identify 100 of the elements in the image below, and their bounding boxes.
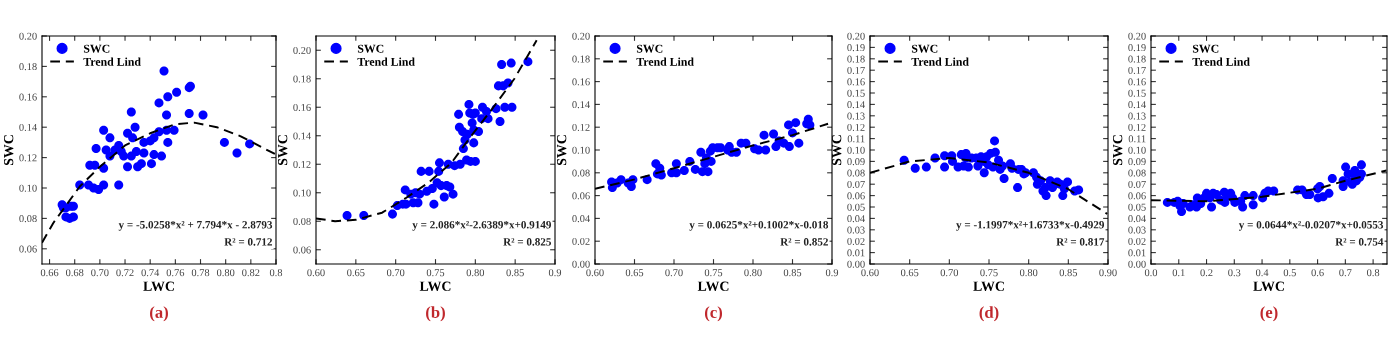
x-tick-label: 0.9 [825, 269, 839, 277]
annotation: y = -5.0258*x² + 7.794*x - 2.8793 [118, 220, 273, 231]
y-tick-label: 0.20 [847, 32, 865, 40]
x-tick-label: 0.8 [1367, 269, 1380, 277]
x-tick-label: 0.78 [191, 269, 210, 277]
y-axis-title: SWC [1112, 135, 1123, 166]
annotation: R² = 0.852 [780, 238, 828, 246]
x-tick-label: 0.70 [386, 269, 405, 277]
y-tick-label: 0.18 [1128, 55, 1146, 63]
legend-label: SWC [357, 44, 384, 53]
x-tick-label: 0.3 [1228, 269, 1241, 277]
y-axis-title: SWC [3, 135, 14, 166]
y-tick-label: 0.06 [847, 192, 865, 200]
text: (d) [979, 306, 999, 322]
x-tick-label: 0.70 [91, 269, 109, 277]
y-tick-label: 0.10 [19, 184, 37, 192]
y-tick-label: 0.06 [19, 245, 37, 253]
y-tick-label: 0.02 [572, 237, 590, 245]
annotation: R² = 0.754 [1335, 238, 1384, 246]
y-tick-label: 0.06 [572, 192, 590, 200]
y-tick-label: 0.03 [847, 226, 865, 234]
y-tick-label: 0.20 [1128, 32, 1146, 40]
x-tick-label: 0.7 [1339, 269, 1352, 277]
y-axis-title: SWC [277, 135, 288, 166]
y-tick-label: 0.06 [293, 246, 311, 254]
y-tick-label: 0.10 [1128, 146, 1146, 154]
x-tick-label: 0.65 [900, 269, 919, 277]
y-tick-label: 0.20 [19, 32, 37, 40]
x-tick-label: 0.80 [744, 269, 762, 277]
x-tick-label: 0.8 [269, 269, 283, 277]
y-tick-label: 0.12 [847, 123, 865, 131]
text: (a) [150, 306, 168, 322]
y-tick-label: 0.11 [847, 135, 865, 143]
legend-label: SWC [1192, 44, 1219, 53]
y-tick-label: 0.10 [572, 146, 590, 154]
y-tick-label: 0.14 [847, 101, 865, 109]
y-tick-label: 0.08 [19, 215, 37, 223]
y-tick-label: 0.19 [847, 44, 865, 52]
x-tick-label: 0.85 [783, 269, 802, 277]
x-tick-label: 0.70 [665, 269, 683, 277]
y-tick-label: 0.09 [1128, 158, 1146, 166]
legend-label: Trend Lind [83, 57, 141, 66]
x-tick-label: 0.90 [1099, 269, 1117, 277]
y-tick-label: 0.19 [1128, 44, 1146, 52]
x-tick-label: 0.65 [625, 269, 644, 277]
x-tick-label: 0.74 [141, 269, 160, 277]
y-tick-label: 0.01 [1128, 249, 1146, 257]
text: (c) [704, 306, 723, 322]
y-tick-label: 0.03 [1128, 226, 1146, 234]
x-tick-label: 0.70 [940, 269, 959, 277]
text: (e) [1260, 306, 1278, 322]
y-tick-label: 0.04 [847, 215, 865, 223]
y-tick-label: 0.08 [293, 217, 311, 226]
x-tick-label: 0.65 [347, 269, 365, 277]
y-tick-label: 0.18 [847, 55, 865, 63]
y-tick-label: 0.18 [572, 55, 590, 63]
x-tick-label: 0.82 [242, 269, 260, 277]
y-tick-label: 0.07 [1128, 180, 1146, 188]
x-tick-label: 0.60 [307, 269, 325, 277]
x-axis-title: LWC [419, 281, 451, 291]
y-tick-label: 0.04 [1128, 215, 1146, 223]
x-tick-label: 0.5 [1283, 269, 1296, 277]
y-tick-label: 0.16 [19, 93, 37, 101]
annotation: y = 0.0644*x²-0.0207*x+0.0553 [1238, 220, 1384, 231]
x-tick-label: 0.85 [1059, 269, 1078, 277]
annotation: R² = 0.825 [503, 238, 552, 246]
y-tick-label: 0.10 [293, 189, 311, 197]
y-tick-label: 0.13 [1128, 112, 1146, 120]
y-tick-label: 0.13 [847, 112, 865, 120]
x-tick-label: 0.75 [704, 269, 723, 277]
annotation: R² = 0.817 [1056, 238, 1105, 246]
annotation: y = -1.1997*x²+1.6733*x-0.4929 [956, 220, 1105, 231]
x-tick-label: 0.2 [1200, 269, 1213, 277]
y-tick-label: 0.14 [19, 123, 37, 131]
x-axis-title: LWC [697, 281, 729, 291]
y-tick-label: 0.14 [572, 101, 590, 109]
y-tick-label: 0.12 [293, 160, 311, 169]
y-tick-label: 0.20 [572, 32, 590, 40]
x-tick-label: 0.6 [1311, 269, 1324, 277]
x-tick-label: 0.60 [861, 269, 879, 277]
y-tick-label: 0.16 [1128, 78, 1146, 86]
x-axis-title: LWC [1253, 281, 1284, 291]
y-tick-label: 0.04 [572, 215, 590, 223]
x-tick-label: 0.80 [216, 269, 235, 277]
y-tick-label: 0.00 [847, 260, 865, 268]
x-tick-label: 0.4 [1255, 269, 1269, 277]
y-tick-label: 0.02 [847, 237, 865, 245]
legend-label: Trend Lind [357, 57, 415, 66]
y-tick-label: 0.12 [572, 123, 590, 131]
y-tick-label: 0.12 [1128, 123, 1146, 131]
x-tick-label: 0.76 [166, 269, 185, 277]
y-tick-label: 0.18 [293, 75, 311, 83]
annotation: R² = 0.712 [224, 238, 273, 246]
y-tick-label: 0.14 [293, 132, 311, 140]
x-tick-label: 0.60 [586, 269, 604, 277]
y-tick-label: 0.02 [1128, 237, 1146, 245]
y-tick-label: 0.17 [1128, 66, 1146, 74]
y-tick-label: 0.16 [293, 103, 311, 112]
annotation: y = 2.086*x²-2.6389*x+0.9149 [412, 220, 552, 231]
y-tick-label: 0.00 [1128, 260, 1146, 268]
